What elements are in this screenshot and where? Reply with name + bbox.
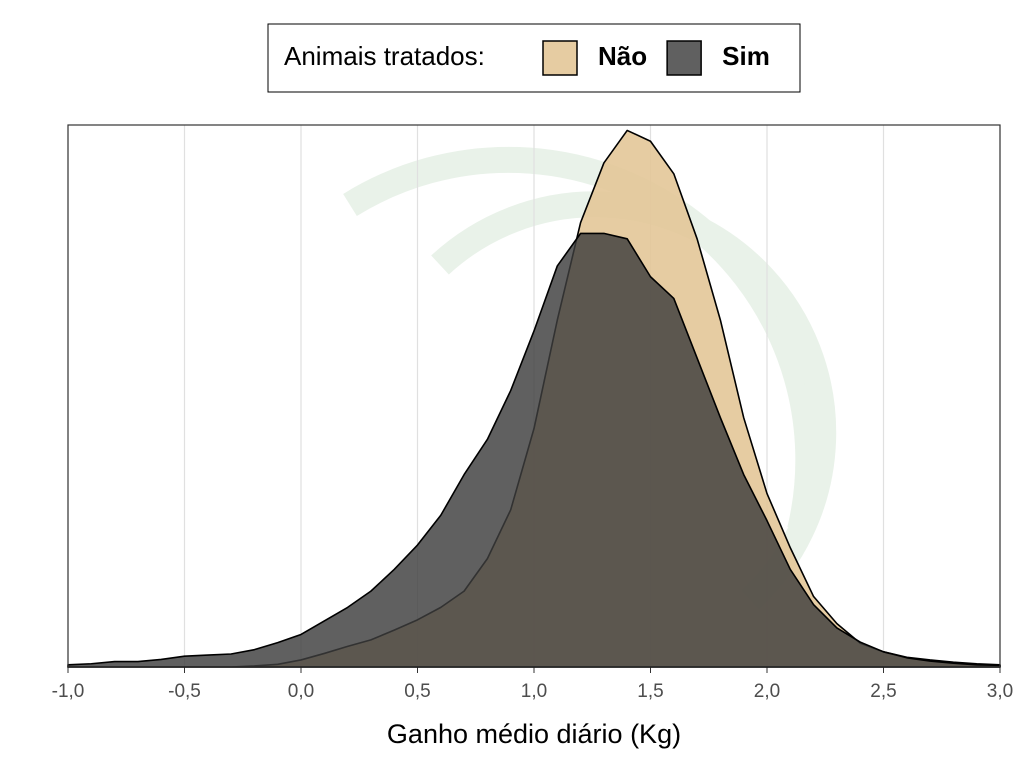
x-tick-label: 0,5 bbox=[404, 681, 430, 702]
x-tick-label: 3,0 bbox=[987, 681, 1013, 702]
x-tick-label: 0,0 bbox=[288, 681, 314, 702]
x-tick-label: 2,5 bbox=[870, 681, 896, 702]
x-tick-label: 1,0 bbox=[521, 681, 547, 702]
x-axis-label: Ganho médio diário (Kg) bbox=[387, 719, 681, 749]
legend-box bbox=[267, 23, 801, 93]
legend-key bbox=[666, 40, 702, 76]
x-tick-label: -0,5 bbox=[168, 681, 201, 702]
x-tick-label: -1,0 bbox=[52, 681, 85, 702]
density-area bbox=[67, 232, 1001, 668]
x-tick-label: 1,5 bbox=[637, 681, 663, 702]
legend-label: Não bbox=[598, 41, 647, 71]
plot-border bbox=[67, 124, 1001, 668]
watermark-arc bbox=[431, 191, 837, 610]
legend-title: Animais tratados: bbox=[284, 41, 485, 71]
legend-label: Sim bbox=[722, 41, 770, 71]
x-tick-label: 2,0 bbox=[754, 681, 780, 702]
legend-key bbox=[542, 40, 578, 76]
